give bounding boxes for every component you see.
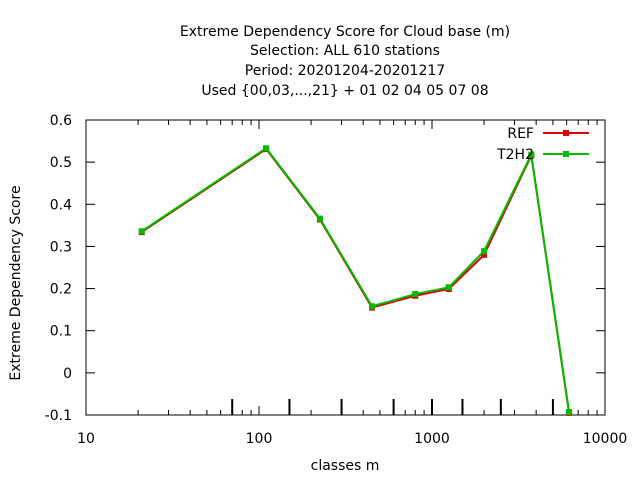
series-ref <box>138 146 573 416</box>
y-tick-label: 0.1 <box>50 324 72 340</box>
legend-swatch-marker <box>563 151 569 157</box>
data-point <box>566 409 573 416</box>
class-marks <box>231 399 554 415</box>
data-point <box>412 291 419 298</box>
legend-label: T2H2 <box>496 147 534 163</box>
data-point <box>445 284 452 291</box>
y-tick-label: -0.1 <box>45 408 72 424</box>
title-line-4: Used {00,03,...,21} + 01 02 04 05 07 08 <box>201 83 488 99</box>
y-tick-label: 0.4 <box>50 197 72 213</box>
title-line-3: Period: 20201204-20201217 <box>245 63 445 79</box>
y-axis: -0.1 0 0.1 0.2 0.3 0.4 0.5 0.6 <box>45 113 605 424</box>
plot-frame <box>85 119 606 416</box>
series-group <box>138 145 573 416</box>
series-line <box>141 146 571 413</box>
data-point <box>481 251 488 258</box>
y-axis-label: Extreme Dependency Score <box>8 185 24 380</box>
legend-swatch-marker <box>563 130 569 136</box>
x-tick-label: 100 <box>246 431 273 447</box>
data-point <box>263 145 270 152</box>
data-point <box>316 215 323 222</box>
legend-item-t2h2: T2H2 <box>496 147 589 163</box>
x-axis-label: classes m <box>311 458 380 474</box>
data-point <box>528 151 535 158</box>
title-line-1: Extreme Dependency Score for Cloud base … <box>180 24 510 40</box>
y-tick-label: 0 <box>63 366 72 382</box>
y-tick-label: 0.2 <box>50 282 72 298</box>
x-tick-label: 10 <box>77 431 95 447</box>
y-tick-label: 0.6 <box>50 113 72 129</box>
y-tick-label: 0.5 <box>50 155 72 171</box>
data-point <box>138 228 145 235</box>
y-tick-label: 0.3 <box>50 239 72 255</box>
legend-label: REF <box>507 126 534 142</box>
legend: REF T2H2 <box>496 126 589 163</box>
title-line-2: Selection: ALL 610 stations <box>250 43 440 59</box>
series-t2h2 <box>138 145 573 416</box>
legend-item-ref: REF <box>507 126 589 142</box>
x-axis: 10 100 1000 10000 <box>77 120 627 447</box>
x-tick-label: 10000 <box>583 431 628 447</box>
chart-title: Extreme Dependency Score for Cloud base … <box>180 24 510 99</box>
data-point <box>481 248 488 255</box>
x-tick-label: 1000 <box>414 431 450 447</box>
data-point <box>369 303 376 310</box>
